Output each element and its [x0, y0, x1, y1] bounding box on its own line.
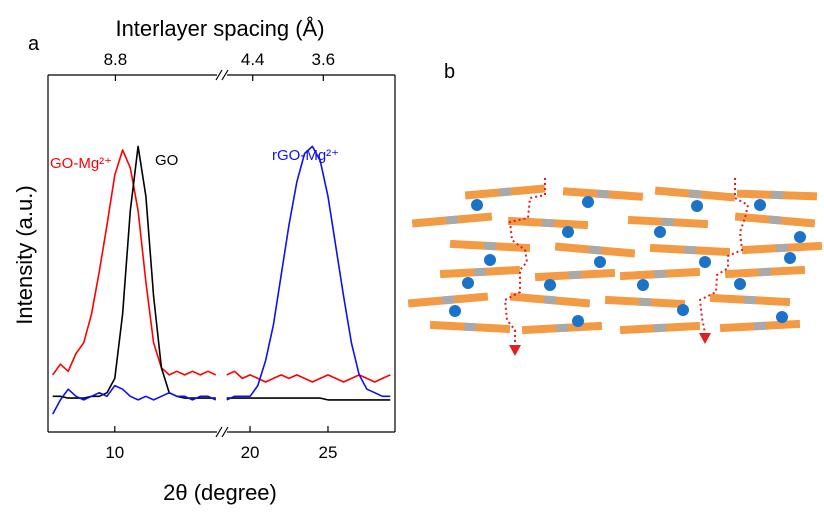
- ion: [471, 199, 483, 211]
- axis-break: [215, 69, 223, 81]
- sheet: [521, 321, 603, 335]
- ions: [449, 196, 806, 327]
- sheet: [654, 186, 736, 202]
- sheet: [509, 292, 591, 308]
- x2-tick-label: 3.6: [311, 50, 335, 69]
- sheet: [411, 212, 493, 228]
- axis-break: [221, 69, 229, 81]
- ion: [462, 277, 474, 289]
- series-label: GO-Mg²⁺: [50, 155, 112, 172]
- layer-diagram: [407, 178, 823, 356]
- ion: [734, 278, 746, 290]
- sheet: [507, 216, 589, 230]
- axis-break: [221, 426, 229, 438]
- ion: [582, 196, 594, 208]
- sheet: [562, 187, 644, 201]
- ion: [691, 200, 703, 212]
- x-tick-label: 20: [241, 443, 260, 462]
- ion: [562, 226, 574, 238]
- ion: [637, 279, 649, 291]
- x2-tick-label: 8.8: [104, 50, 128, 69]
- ion: [449, 305, 461, 317]
- ion: [754, 199, 766, 211]
- path: [503, 178, 546, 345]
- sheet: [736, 189, 818, 201]
- sheet: [741, 241, 823, 255]
- sheet: [734, 212, 816, 228]
- sheet: [449, 239, 531, 253]
- arrow-head: [699, 333, 711, 344]
- ion: [699, 256, 711, 268]
- series-line: [52, 149, 391, 383]
- panel-label: b: [444, 61, 455, 83]
- ion: [654, 226, 666, 238]
- sheet: [619, 267, 701, 281]
- ion: [572, 315, 584, 327]
- axis-break-gap: [217, 430, 227, 434]
- sheet: [407, 292, 489, 308]
- y-axis-title: Intensity (a.u.): [12, 185, 37, 324]
- ion: [544, 279, 556, 291]
- axis-break-gap: [217, 73, 227, 77]
- sheet: [464, 184, 546, 200]
- sheet: [627, 215, 709, 229]
- axis-break: [215, 426, 223, 438]
- sheet: [619, 321, 701, 335]
- ion: [594, 256, 606, 268]
- x-axis-title: 2θ (degree): [163, 480, 277, 505]
- sheet: [439, 265, 521, 279]
- sheet: [709, 293, 791, 307]
- panel-label: a: [28, 33, 40, 55]
- series-label: GO: [155, 152, 178, 169]
- series-label: rGO-Mg²⁺: [272, 147, 339, 164]
- top-axis-title: Interlayer spacing (Å): [115, 16, 324, 41]
- series-line: [51, 145, 391, 415]
- sheet: [724, 265, 806, 279]
- ion: [794, 231, 806, 243]
- ion: [677, 304, 689, 316]
- plot: GO-Mg²⁺ GO rGO-Mg²⁺ 10 20 25 8.8 4.4 3.6: [47, 50, 396, 462]
- sheet: [604, 295, 686, 309]
- path: [698, 178, 750, 334]
- ion: [776, 311, 788, 323]
- sheet: [554, 242, 636, 258]
- x-tick-label: 10: [105, 443, 124, 462]
- sheet: [719, 319, 801, 333]
- arrow-head: [509, 345, 521, 356]
- x-tick-label: 25: [319, 443, 338, 462]
- sheet: [649, 243, 731, 257]
- sheet: [429, 320, 511, 334]
- diffusion-paths: [503, 178, 750, 345]
- ion: [784, 252, 796, 264]
- ion: [484, 254, 496, 266]
- x2-tick-label: 4.4: [241, 50, 265, 69]
- sheet: [534, 268, 616, 282]
